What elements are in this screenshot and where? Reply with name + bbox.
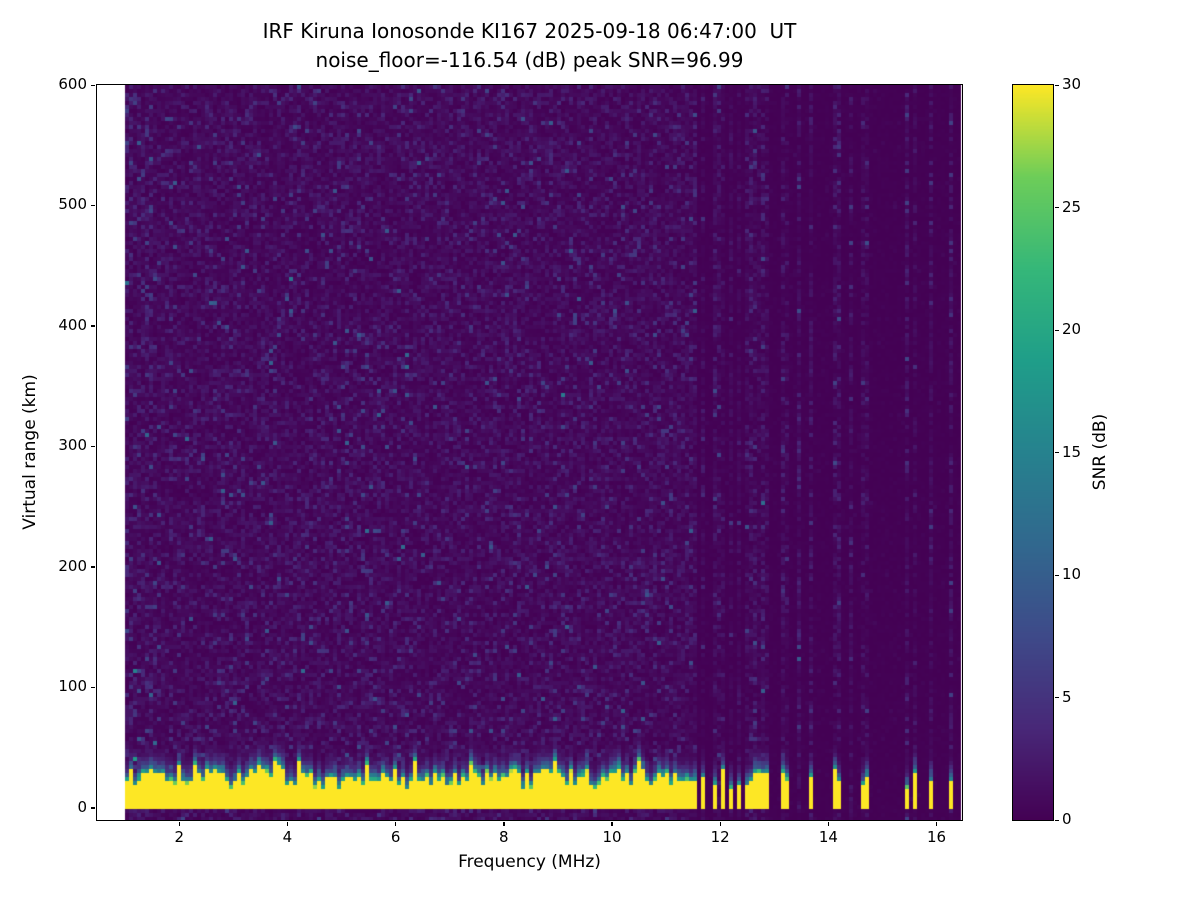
colorbar-tick-label: 20 [1062,320,1082,338]
colorbar [1012,84,1054,821]
colorbar-tick-mark [1055,84,1059,86]
colorbar-tick-label: 10 [1062,565,1082,583]
y-tick-label: 600 [58,75,87,93]
colorbar-tick-mark [1055,452,1059,454]
x-tick-label: 10 [602,828,622,846]
plot-area [96,84,963,821]
x-tick-label: 6 [390,828,401,846]
heatmap-canvas [97,85,962,820]
x-tick-mark [611,822,613,826]
colorbar-tick-label: 25 [1062,197,1082,216]
y-tick-label: 200 [58,556,87,575]
x-tick-mark [503,822,505,826]
y-tick-label: 500 [58,195,87,214]
x-tick-label: 2 [174,828,184,846]
x-tick-mark [719,822,721,826]
y-axis-label: Virtual range (km) [20,374,40,530]
y-tick-mark [91,84,95,86]
x-tick-label: 12 [710,828,730,846]
colorbar-tick-mark [1055,697,1059,699]
chart-subtitle: noise_floor=-116.54 (dB) peak SNR=96.99 [315,48,744,72]
y-tick-mark [91,204,95,207]
colorbar-tick-label: 5 [1062,687,1072,706]
colorbar-tick-mark [1055,574,1059,576]
colorbar-tick-label: 15 [1062,442,1082,461]
colorbar-tick-label: 30 [1062,75,1082,93]
colorbar-tick-mark [1055,329,1059,331]
x-tick-mark [286,822,289,826]
x-tick-label: 4 [282,828,293,846]
x-tick-label: 16 [927,828,947,846]
x-tick-label: 14 [818,828,838,846]
y-tick-mark [91,445,95,448]
x-tick-mark [178,822,181,826]
x-tick-mark [395,822,397,826]
y-tick-label: 300 [58,436,87,455]
colorbar-tick-mark [1055,207,1059,209]
y-tick-mark [91,325,95,327]
y-tick-label: 400 [58,315,87,334]
chart-title: IRF Kiruna Ionosonde KI167 2025-09-18 06… [262,19,797,43]
x-tick-mark [936,822,938,826]
x-tick-label: 8 [499,828,509,846]
y-tick-mark [91,807,95,809]
colorbar-tick-mark [1055,819,1059,821]
y-tick-label: 0 [77,797,87,816]
y-tick-mark [91,686,95,689]
x-axis-label: Frequency (MHz) [458,852,601,872]
x-tick-mark [827,822,830,826]
colorbar-canvas [1013,85,1053,820]
y-tick-mark [91,566,95,568]
colorbar-tick-label: 0 [1062,810,1072,828]
y-tick-label: 100 [58,677,87,696]
